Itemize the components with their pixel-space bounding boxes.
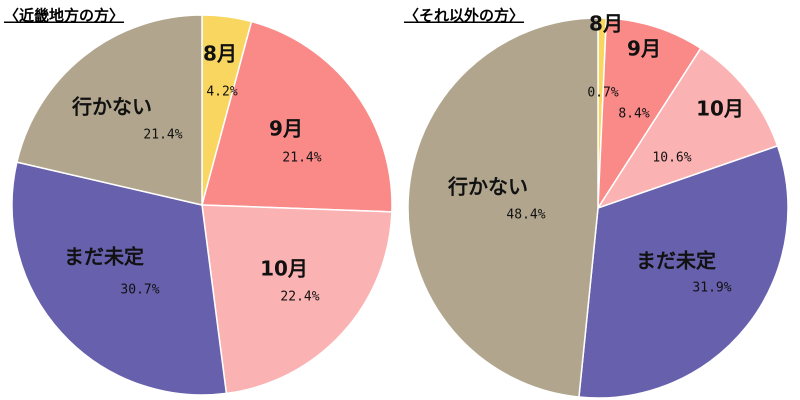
slice-label: 10月 bbox=[260, 257, 308, 281]
chart-title: 〈近畿地方の方〉 bbox=[4, 7, 124, 25]
slice-label: 8月 bbox=[589, 12, 623, 36]
slice-value: 8.4% bbox=[618, 107, 649, 122]
pie-slice bbox=[201, 20, 393, 213]
slice-value: 22.4% bbox=[280, 290, 319, 305]
slice-value: 31.9% bbox=[692, 281, 731, 296]
pie-slice bbox=[11, 161, 228, 396]
slice-label: 8月 bbox=[203, 42, 237, 66]
pie-slice bbox=[578, 144, 789, 399]
pie-slice bbox=[15, 14, 203, 206]
pie-slice bbox=[597, 17, 702, 211]
pie-slice bbox=[596, 47, 779, 210]
slice-label: 9月 bbox=[269, 117, 303, 141]
slice-label: まだ未定 bbox=[64, 245, 144, 269]
slice-label: 行かない bbox=[71, 95, 152, 119]
slice-value: 0.7% bbox=[587, 86, 618, 101]
slice-value: 48.4% bbox=[506, 208, 545, 223]
pie-slice bbox=[201, 204, 393, 395]
slice-value: 30.7% bbox=[120, 283, 159, 298]
chart-title: 〈それ以外の方〉 bbox=[404, 7, 524, 25]
slice-label: 10月 bbox=[696, 97, 744, 121]
slice-value: 10.6% bbox=[652, 151, 691, 166]
slice-label: 行かない bbox=[447, 175, 528, 199]
slice-label: 9月 bbox=[627, 37, 661, 61]
slice-value: 4.2% bbox=[206, 85, 237, 100]
pie-slice bbox=[407, 17, 599, 398]
slice-value: 21.4% bbox=[143, 128, 182, 143]
slice-value: 21.4% bbox=[282, 151, 321, 166]
slice-label: まだ未定 bbox=[636, 249, 716, 273]
